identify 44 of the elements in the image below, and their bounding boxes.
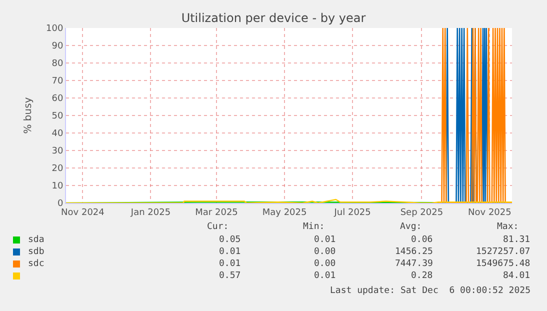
- x-tick-label: Nov 2025: [468, 208, 512, 218]
- legend-label: sdc: [28, 259, 44, 269]
- text: 84.01: [503, 271, 530, 281]
- x-tick-label: Jul 2025: [333, 208, 371, 218]
- y-tick-label: 100: [46, 24, 64, 34]
- x-tick-label: Jan 2025: [130, 208, 171, 218]
- y-tick-label: 40: [52, 129, 64, 140]
- x-tick-label: Nov 2024: [61, 208, 105, 218]
- text: 0.01: [219, 259, 241, 269]
- text: 0.00: [314, 259, 336, 269]
- y-axis-title: % busy: [23, 97, 34, 134]
- text: 1527257.07: [476, 247, 530, 257]
- y-tick-label: 70: [52, 76, 64, 87]
- text: 1456.25: [395, 247, 433, 257]
- text: 81.31: [503, 235, 530, 245]
- text: Max:: [497, 222, 519, 232]
- text: 0.57: [219, 271, 241, 281]
- text: Avg:: [400, 222, 422, 232]
- text: 0.01: [314, 271, 336, 281]
- x-tick-label: May 2025: [262, 208, 307, 218]
- text: 1549675.48: [476, 259, 530, 269]
- y-tick-label: 90: [52, 42, 64, 52]
- y-tick-label: 30: [52, 146, 64, 157]
- y-tick-label: 20: [52, 164, 64, 174]
- chart-title: Utilization per device - by year: [181, 11, 366, 26]
- text: 0.28: [411, 271, 433, 281]
- text: Last update: Sat Dec 6 00:00:52 2025: [330, 286, 530, 296]
- y-tick-label: 50: [52, 112, 64, 122]
- text: Cur:: [207, 222, 229, 232]
- legend-label: sdb: [28, 247, 44, 257]
- x-tick-label: Sep 2025: [400, 208, 444, 218]
- legend-label: sda: [28, 235, 44, 245]
- text: Min:: [303, 222, 325, 232]
- text: 0.01: [219, 247, 241, 257]
- text: 0.05: [219, 235, 241, 245]
- y-tick-label: 10: [52, 182, 64, 192]
- y-tick-label: 0: [57, 199, 64, 210]
- text: 0.01: [314, 235, 336, 245]
- text: 0.00: [314, 247, 336, 257]
- text: 0.06: [411, 235, 433, 245]
- y-tick-label: 60: [52, 94, 64, 104]
- y-tick-label: 80: [52, 59, 64, 70]
- x-tick-label: Mar 2025: [195, 208, 238, 218]
- text: 7447.39: [395, 259, 433, 269]
